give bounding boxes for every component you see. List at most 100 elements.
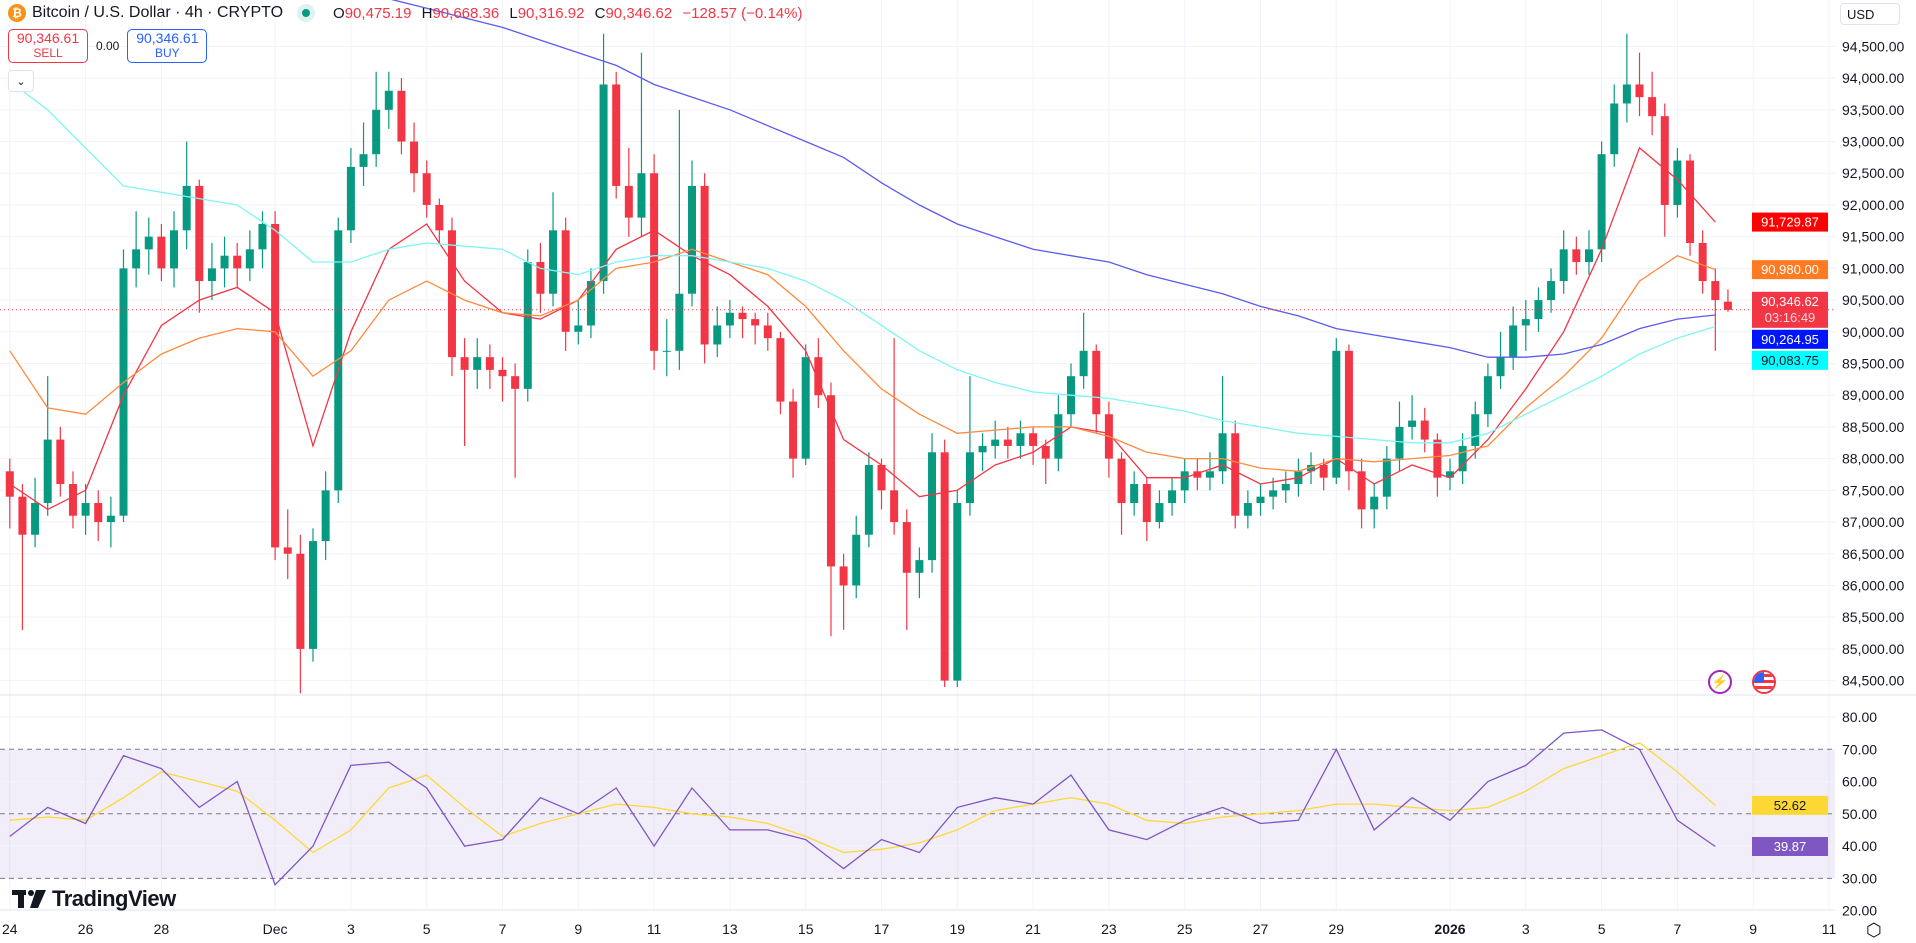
candle (1003, 426, 1012, 459)
candle (5, 458, 14, 529)
candle (953, 490, 962, 687)
candle (801, 344, 810, 465)
ma-orange-badge-text: 90,980.00 (1761, 262, 1819, 277)
candle (738, 306, 747, 339)
candle (498, 357, 507, 402)
symbol-header: ₿ Bitcoin / U.S. Dollar · 4h · CRYPTO O9… (8, 4, 802, 22)
candle-body (700, 185, 709, 345)
candle (170, 211, 179, 288)
buy-button[interactable]: 90,346.61 BUY (127, 29, 208, 63)
candle (435, 198, 444, 244)
candle-body (713, 325, 722, 345)
candle (410, 122, 419, 193)
sell-button[interactable]: 90,346.61 SELL (8, 29, 88, 63)
currency-button[interactable]: USD (1840, 3, 1900, 25)
price-axis-label: 93,000.00 (1842, 134, 1904, 150)
candle (1218, 376, 1227, 484)
candle (258, 211, 267, 269)
candle (1269, 477, 1278, 510)
ma-blue-badge-bg (1752, 329, 1828, 349)
candle (1041, 439, 1050, 484)
time-axis-label: 29 (1329, 921, 1345, 937)
rsi-badge-rsi_ma: 52.62 (1752, 795, 1828, 815)
candle-body (1180, 471, 1189, 491)
candle-body (1584, 249, 1593, 263)
candle-body (56, 439, 65, 484)
candle (1130, 471, 1139, 516)
candle (94, 490, 103, 542)
candle (1117, 452, 1126, 535)
rsi-axis-label: 50.00 (1842, 806, 1877, 822)
candle (1723, 289, 1732, 312)
candle (372, 71, 381, 167)
candle-body (43, 439, 52, 504)
candle-body (422, 173, 431, 205)
rsi-axis-label: 80.00 (1842, 709, 1877, 725)
candle (1168, 477, 1177, 516)
candle-body (839, 566, 848, 586)
candle-body (359, 154, 368, 167)
candle-body (675, 293, 684, 351)
candle-body (549, 230, 558, 294)
price-axis-label: 92,000.00 (1842, 197, 1904, 213)
candle-body (1698, 243, 1707, 282)
candle (902, 509, 911, 630)
candle (195, 179, 204, 313)
candle (852, 515, 861, 599)
candle (1547, 268, 1556, 313)
change-value: −128.57 (−0.14%) (682, 4, 803, 22)
price-axis-label: 91,500.00 (1842, 229, 1904, 245)
candle-body (915, 560, 924, 573)
tradingview-logo[interactable]: TradingView (12, 886, 176, 912)
candle-body (1686, 160, 1695, 244)
candle (68, 471, 77, 529)
candle (713, 306, 722, 358)
candle (1357, 458, 1366, 529)
ma-blue-badge: 90,264.95 (1752, 329, 1828, 349)
chart-settings-icon[interactable]: ⬡ (1866, 920, 1882, 940)
candle-body (637, 173, 646, 218)
ma-cyan-badge: 90,083.75 (1752, 350, 1828, 370)
last-price-badge-bg (1752, 291, 1828, 328)
candle (1521, 300, 1530, 351)
rsi-band (0, 749, 1835, 879)
rsi-badge-rsi_ma-bg (1752, 795, 1828, 815)
candle (1332, 338, 1341, 484)
candle-body (890, 490, 899, 523)
candle-body (688, 185, 696, 294)
price-axis-label: 88,500.00 (1842, 419, 1904, 435)
candle (384, 71, 393, 129)
candle-body (586, 281, 595, 326)
price-axis-label: 90,500.00 (1842, 292, 1904, 308)
candle (612, 71, 621, 199)
price-axis-label: 89,500.00 (1842, 356, 1904, 372)
candle (574, 300, 583, 345)
rsi-badge-rsi-bg (1752, 836, 1828, 856)
time-axis-label: 11 (1822, 921, 1837, 937)
lightning-event-icon[interactable]: ⚡ (1708, 670, 1732, 694)
candle-body (1610, 103, 1619, 155)
collapse-legend-button[interactable]: ⌄ (8, 70, 34, 92)
candle (182, 141, 191, 250)
countdown-text: 03:16:49 (1765, 310, 1816, 325)
ohlc-values: O90,475.19 H90,668.36 L90,316.92 C90,346… (333, 4, 803, 22)
candle-body (170, 230, 179, 269)
candle (1496, 331, 1505, 389)
candle (1319, 458, 1328, 491)
candle-body (902, 522, 911, 573)
candle (1420, 407, 1429, 453)
candle (1635, 52, 1644, 117)
time-axis-label: 9 (574, 921, 582, 937)
candle (1307, 452, 1316, 484)
candle-body (372, 109, 381, 155)
candle-body (877, 464, 886, 491)
candle (839, 553, 848, 630)
symbol-title[interactable]: Bitcoin / U.S. Dollar · 4h · CRYPTO (32, 4, 284, 21)
moving-average-line-ma_orange (9, 248, 1716, 472)
us-flag-event-icon[interactable] (1752, 670, 1776, 694)
time-axis-label: 27 (1253, 921, 1269, 937)
candle (1079, 312, 1088, 389)
spread-value: 0.00 (96, 39, 120, 53)
candle (1142, 477, 1151, 542)
